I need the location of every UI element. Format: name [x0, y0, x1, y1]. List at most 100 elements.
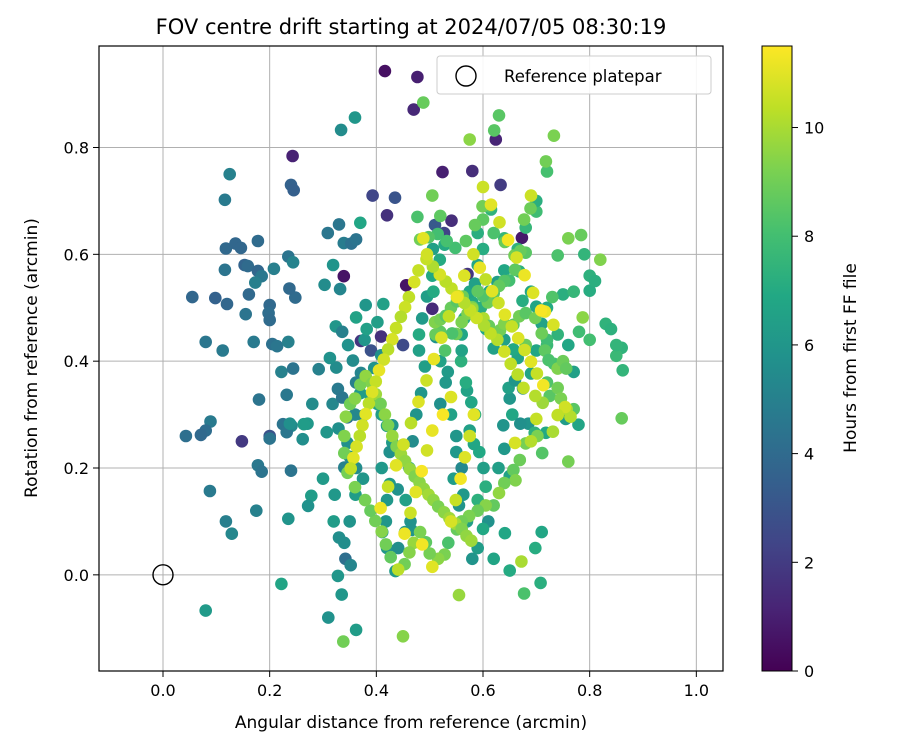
data-point: [524, 189, 538, 202]
data-point: [455, 461, 469, 475]
data-point: [497, 419, 510, 432]
data-point: [396, 630, 410, 643]
data-point: [186, 290, 199, 304]
data-point: [610, 338, 623, 352]
data-point: [378, 408, 392, 421]
data-point: [398, 527, 411, 540]
data-point: [417, 232, 430, 245]
data-point: [442, 310, 456, 323]
data-point: [209, 291, 222, 305]
data-point: [547, 129, 561, 142]
data-point: [282, 512, 295, 526]
data-point: [334, 123, 348, 137]
data-point: [594, 253, 607, 266]
data-point: [338, 536, 351, 550]
data-point: [465, 396, 478, 409]
data-point: [492, 461, 505, 475]
data-point: [344, 462, 358, 475]
data-point: [546, 425, 560, 439]
data-point: [518, 343, 531, 357]
data-point: [503, 392, 516, 405]
data-point: [356, 419, 369, 432]
data-point: [389, 321, 403, 335]
x-tick-label: 0.0: [150, 681, 175, 700]
colorbar-tick-label: 4: [804, 445, 814, 464]
data-point: [415, 464, 429, 478]
legend-label: Reference platepar: [504, 67, 662, 86]
colorbar-tick-label: 10: [804, 119, 824, 138]
data-point: [220, 297, 234, 311]
data-point: [404, 506, 417, 520]
data-point: [487, 552, 501, 566]
data-point: [473, 261, 487, 275]
data-point: [498, 526, 512, 540]
data-point: [381, 343, 395, 356]
data-point: [546, 290, 559, 304]
data-point: [289, 291, 302, 304]
reference-platepar-marker: [152, 564, 174, 586]
data-point: [498, 442, 511, 456]
data-point: [535, 327, 548, 340]
data-point: [420, 248, 434, 261]
data-point: [249, 276, 262, 289]
data-point: [458, 451, 472, 464]
y-tick-label: 0.0: [64, 566, 89, 585]
data-point: [305, 489, 318, 503]
data-point: [280, 388, 294, 402]
data-point: [255, 465, 268, 479]
data-point: [335, 325, 349, 339]
data-point: [404, 416, 418, 430]
data-point: [353, 429, 367, 443]
data-point: [434, 397, 447, 411]
data-point: [284, 464, 298, 478]
data-point: [449, 241, 462, 255]
data-point: [283, 417, 297, 431]
data-point: [412, 344, 426, 357]
data-point: [411, 210, 424, 224]
data-point: [348, 480, 362, 494]
data-point: [375, 525, 389, 538]
x-tick-label: 0.8: [577, 681, 602, 700]
data-point: [415, 312, 429, 325]
data-point: [547, 318, 560, 332]
reference-marker-layer: [152, 564, 174, 586]
data-point: [349, 311, 363, 324]
data-point: [225, 527, 239, 540]
data-point: [524, 202, 537, 215]
data-point: [374, 501, 387, 515]
data-point: [282, 335, 295, 349]
colorbar-label: Hours from first FF file: [841, 263, 861, 453]
legend-reference-marker: [455, 65, 477, 87]
legend: Reference platepar: [436, 55, 712, 95]
data-point: [343, 515, 357, 528]
data-point: [275, 577, 288, 591]
x-tick-label: 1.0: [684, 681, 709, 700]
data-point: [306, 397, 319, 411]
data-point: [318, 278, 331, 292]
data-point: [380, 209, 394, 222]
data-point: [454, 472, 467, 486]
data-points: [179, 64, 629, 648]
data-point: [323, 351, 337, 365]
data-point: [615, 412, 628, 425]
data-point: [350, 440, 363, 453]
data-point: [371, 315, 384, 329]
data-point: [572, 418, 585, 432]
x-axis-label: Angular distance from reference (arcmin): [235, 713, 587, 733]
data-point: [326, 397, 339, 411]
data-point: [372, 364, 386, 377]
data-point: [359, 407, 373, 421]
data-point: [388, 191, 402, 204]
data-point: [477, 461, 490, 475]
data-point: [216, 344, 229, 357]
data-point: [399, 493, 413, 507]
data-point: [450, 429, 463, 443]
data-point: [283, 282, 296, 295]
data-point: [503, 564, 516, 577]
data-point: [301, 499, 315, 513]
data-point: [407, 275, 421, 289]
data-point: [564, 410, 577, 424]
data-point: [506, 408, 519, 421]
data-point: [578, 248, 591, 261]
data-point: [574, 228, 588, 242]
